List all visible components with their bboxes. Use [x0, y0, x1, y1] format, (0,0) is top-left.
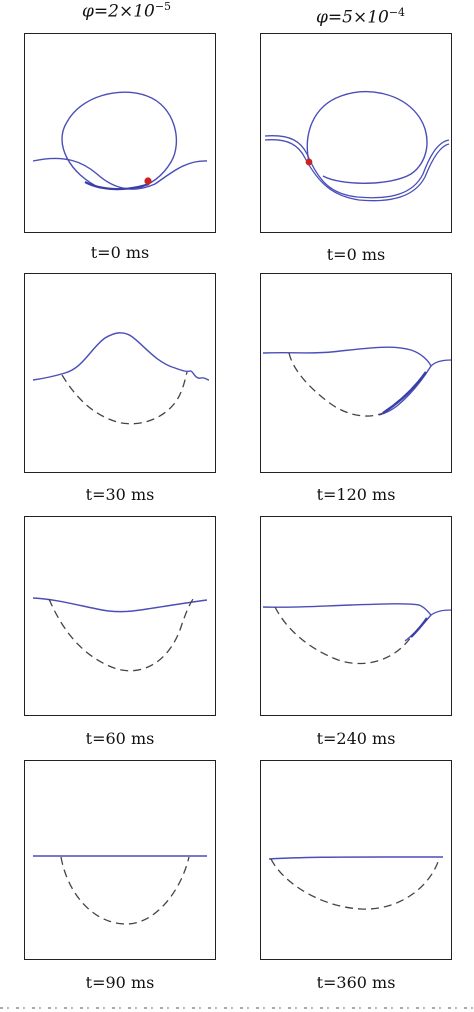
panel-r3-right — [260, 516, 452, 716]
caption-r4-left: t=90 ms — [85, 973, 155, 992]
interface-line — [268, 856, 443, 860]
cropped-text-line — [0, 1007, 474, 1009]
contact-marker — [144, 177, 152, 185]
panel-r4-right — [260, 760, 452, 960]
cavity-dashed-outline — [274, 606, 412, 665]
interface-curve — [32, 597, 208, 613]
bubble-bottom — [84, 181, 150, 191]
panel-r1-left — [24, 33, 216, 233]
cavity-dashed-outline — [61, 371, 188, 425]
caption-r3-left: t=60 ms — [85, 729, 155, 748]
caption-r1-left: t=0 ms — [90, 243, 150, 262]
panel-r2-right — [260, 273, 452, 473]
interface-curve — [262, 603, 432, 642]
bubble-outline — [306, 90, 428, 184]
cavity-dashed-outline — [48, 598, 194, 672]
interface-right — [430, 359, 452, 367]
panel-r3-left — [24, 516, 216, 716]
cavity-dashed-outline — [288, 352, 384, 417]
header-right-base: φ=5×10 — [316, 7, 389, 28]
interface-thick — [382, 371, 427, 415]
header-left: φ=2×10−5 — [82, 0, 171, 22]
panel-r4-left — [24, 760, 216, 960]
caption-r4-right: t=360 ms — [316, 973, 396, 992]
header-left-exponent: −5 — [154, 0, 172, 13]
cavity-dashed-outline — [270, 858, 440, 910]
interface-curve — [264, 135, 450, 199]
bubble-outline — [61, 91, 178, 190]
caption-r2-right: t=120 ms — [316, 485, 396, 504]
interface-right — [430, 609, 452, 616]
interface-thick — [410, 617, 428, 638]
caption-r2-left: t=30 ms — [85, 485, 155, 504]
contact-marker — [305, 158, 313, 166]
header-left-base: φ=2×10 — [82, 1, 155, 22]
panel-r1-right — [260, 33, 452, 233]
panel-r2-left — [24, 273, 216, 473]
caption-r3-right: t=240 ms — [316, 729, 396, 748]
header-right: φ=5×10−4 — [316, 6, 405, 28]
interface-curve — [32, 332, 210, 381]
interface-curve-2 — [264, 139, 450, 202]
interface-curve — [32, 157, 208, 190]
caption-r1-right: t=0 ms — [326, 245, 386, 264]
cropped-text-strip — [0, 1004, 474, 1012]
interface-curve — [262, 346, 432, 416]
header-right-exponent: −4 — [388, 6, 406, 19]
cavity-dashed-outline — [60, 856, 190, 925]
